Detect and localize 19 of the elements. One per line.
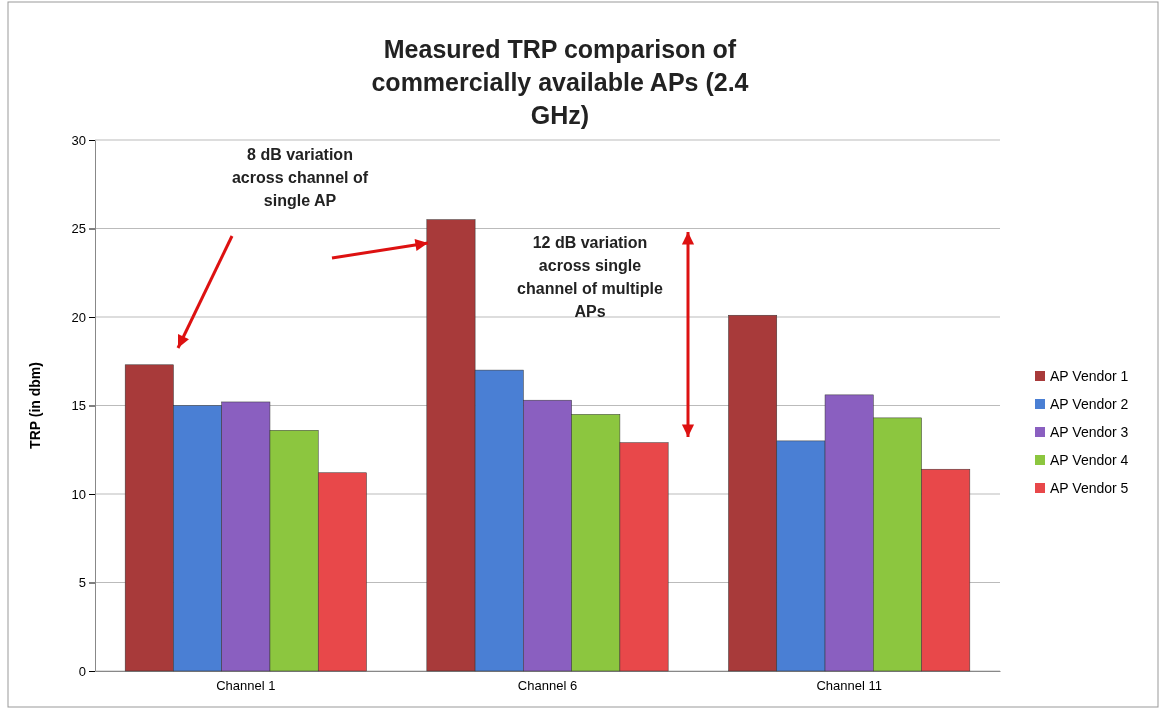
y-tick-label: 15	[71, 398, 86, 414]
annotation: 8 dB variation across channel of single AP	[231, 146, 369, 209]
x-tick-label: Channel 11	[816, 678, 882, 694]
y-axis-title: TRP (in dbm)	[27, 362, 43, 449]
annotation: 12 dB variation across single channel of multiple APs	[517, 234, 663, 320]
legend-label: AP Vendor 2	[1050, 396, 1129, 412]
y-tick-label: 20	[71, 309, 86, 325]
legend-label: AP Vendor 5	[1050, 480, 1129, 496]
x-tick-label: Channel 6	[517, 678, 578, 694]
legend-label: AP Vendor 1	[1050, 368, 1129, 384]
y-tick-label: 0	[78, 663, 86, 679]
y-tick-label: 10	[71, 486, 86, 502]
legend-label: AP Vendor 4	[1050, 452, 1129, 468]
chart-title: Measured TRP comparison of commercially available APs (2.4 GHz)	[371, 35, 749, 129]
y-tick-label: 5	[78, 575, 86, 591]
x-tick-label: Channel 1	[216, 678, 276, 694]
y-tick-label: 30	[71, 132, 86, 148]
legend-label: AP Vendor 3	[1050, 424, 1129, 440]
y-tick-label: 25	[71, 221, 86, 237]
